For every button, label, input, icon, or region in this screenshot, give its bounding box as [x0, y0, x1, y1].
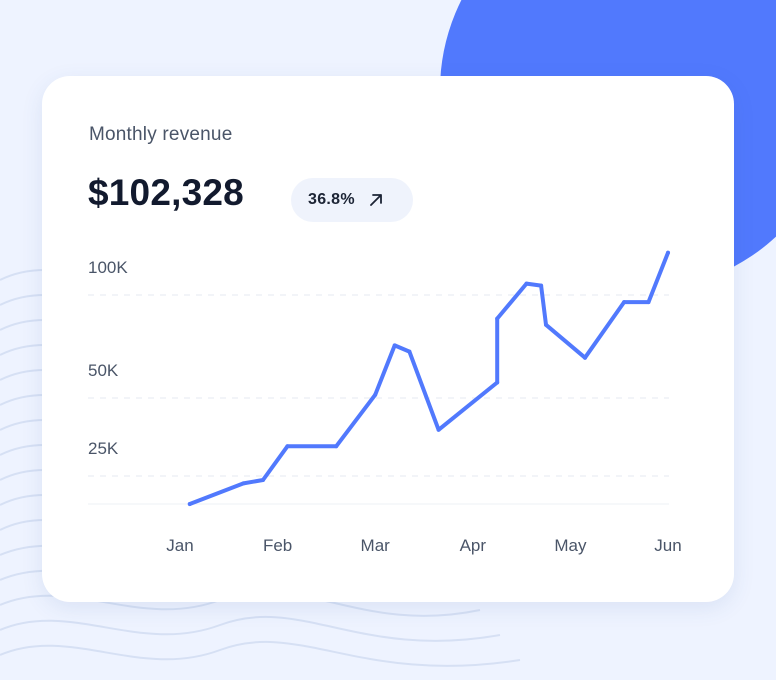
x-tick-label-jan: Jan	[166, 536, 193, 555]
data-point	[285, 444, 290, 449]
data-point	[187, 502, 192, 506]
revenue-card: Monthly revenue $102,328 36.8% 25K 50K 100…	[42, 76, 734, 602]
change-percentage: 36.8%	[308, 191, 355, 208]
x-tick-label-mar: Mar	[361, 536, 391, 555]
data-point	[539, 283, 544, 288]
series-line-0	[187, 250, 670, 506]
data-point	[436, 427, 441, 432]
data-point	[241, 481, 246, 486]
x-tick-label-apr: Apr	[460, 536, 487, 555]
x-tick-label-may: May	[554, 536, 587, 555]
data-point	[392, 343, 397, 348]
chart-gridlines	[88, 294, 669, 505]
data-point	[407, 349, 412, 354]
change-badge: 36.8%	[291, 178, 413, 222]
x-axis-ticks: Jan Feb Mar Apr May Jun	[166, 536, 681, 555]
data-point	[334, 444, 339, 449]
arrow-up-right-icon	[369, 194, 382, 206]
x-tick-label-feb: Feb	[263, 536, 292, 555]
x-tick-label-jun: Jun	[654, 536, 681, 555]
data-point	[261, 478, 265, 482]
card-title: Monthly revenue	[89, 124, 233, 145]
y-tick-label: 25K	[88, 439, 119, 458]
data-point	[666, 250, 670, 255]
y-tick-label: 50K	[88, 361, 119, 380]
revenue-value: $102,328	[88, 172, 244, 213]
data-point	[622, 300, 627, 305]
y-axis-ticks: 25K 50K 100K	[88, 258, 128, 458]
data-point	[646, 300, 651, 305]
revenue-line-chart: 25K 50K 100K Jan Feb Mar Apr May Jun	[88, 250, 682, 555]
data-point	[495, 380, 500, 385]
chart-series	[187, 250, 670, 506]
data-point	[583, 355, 587, 360]
y-tick-label: 100K	[88, 258, 128, 277]
data-point	[544, 322, 548, 327]
data-point	[373, 392, 378, 397]
data-point	[524, 281, 529, 286]
data-point	[495, 316, 500, 321]
